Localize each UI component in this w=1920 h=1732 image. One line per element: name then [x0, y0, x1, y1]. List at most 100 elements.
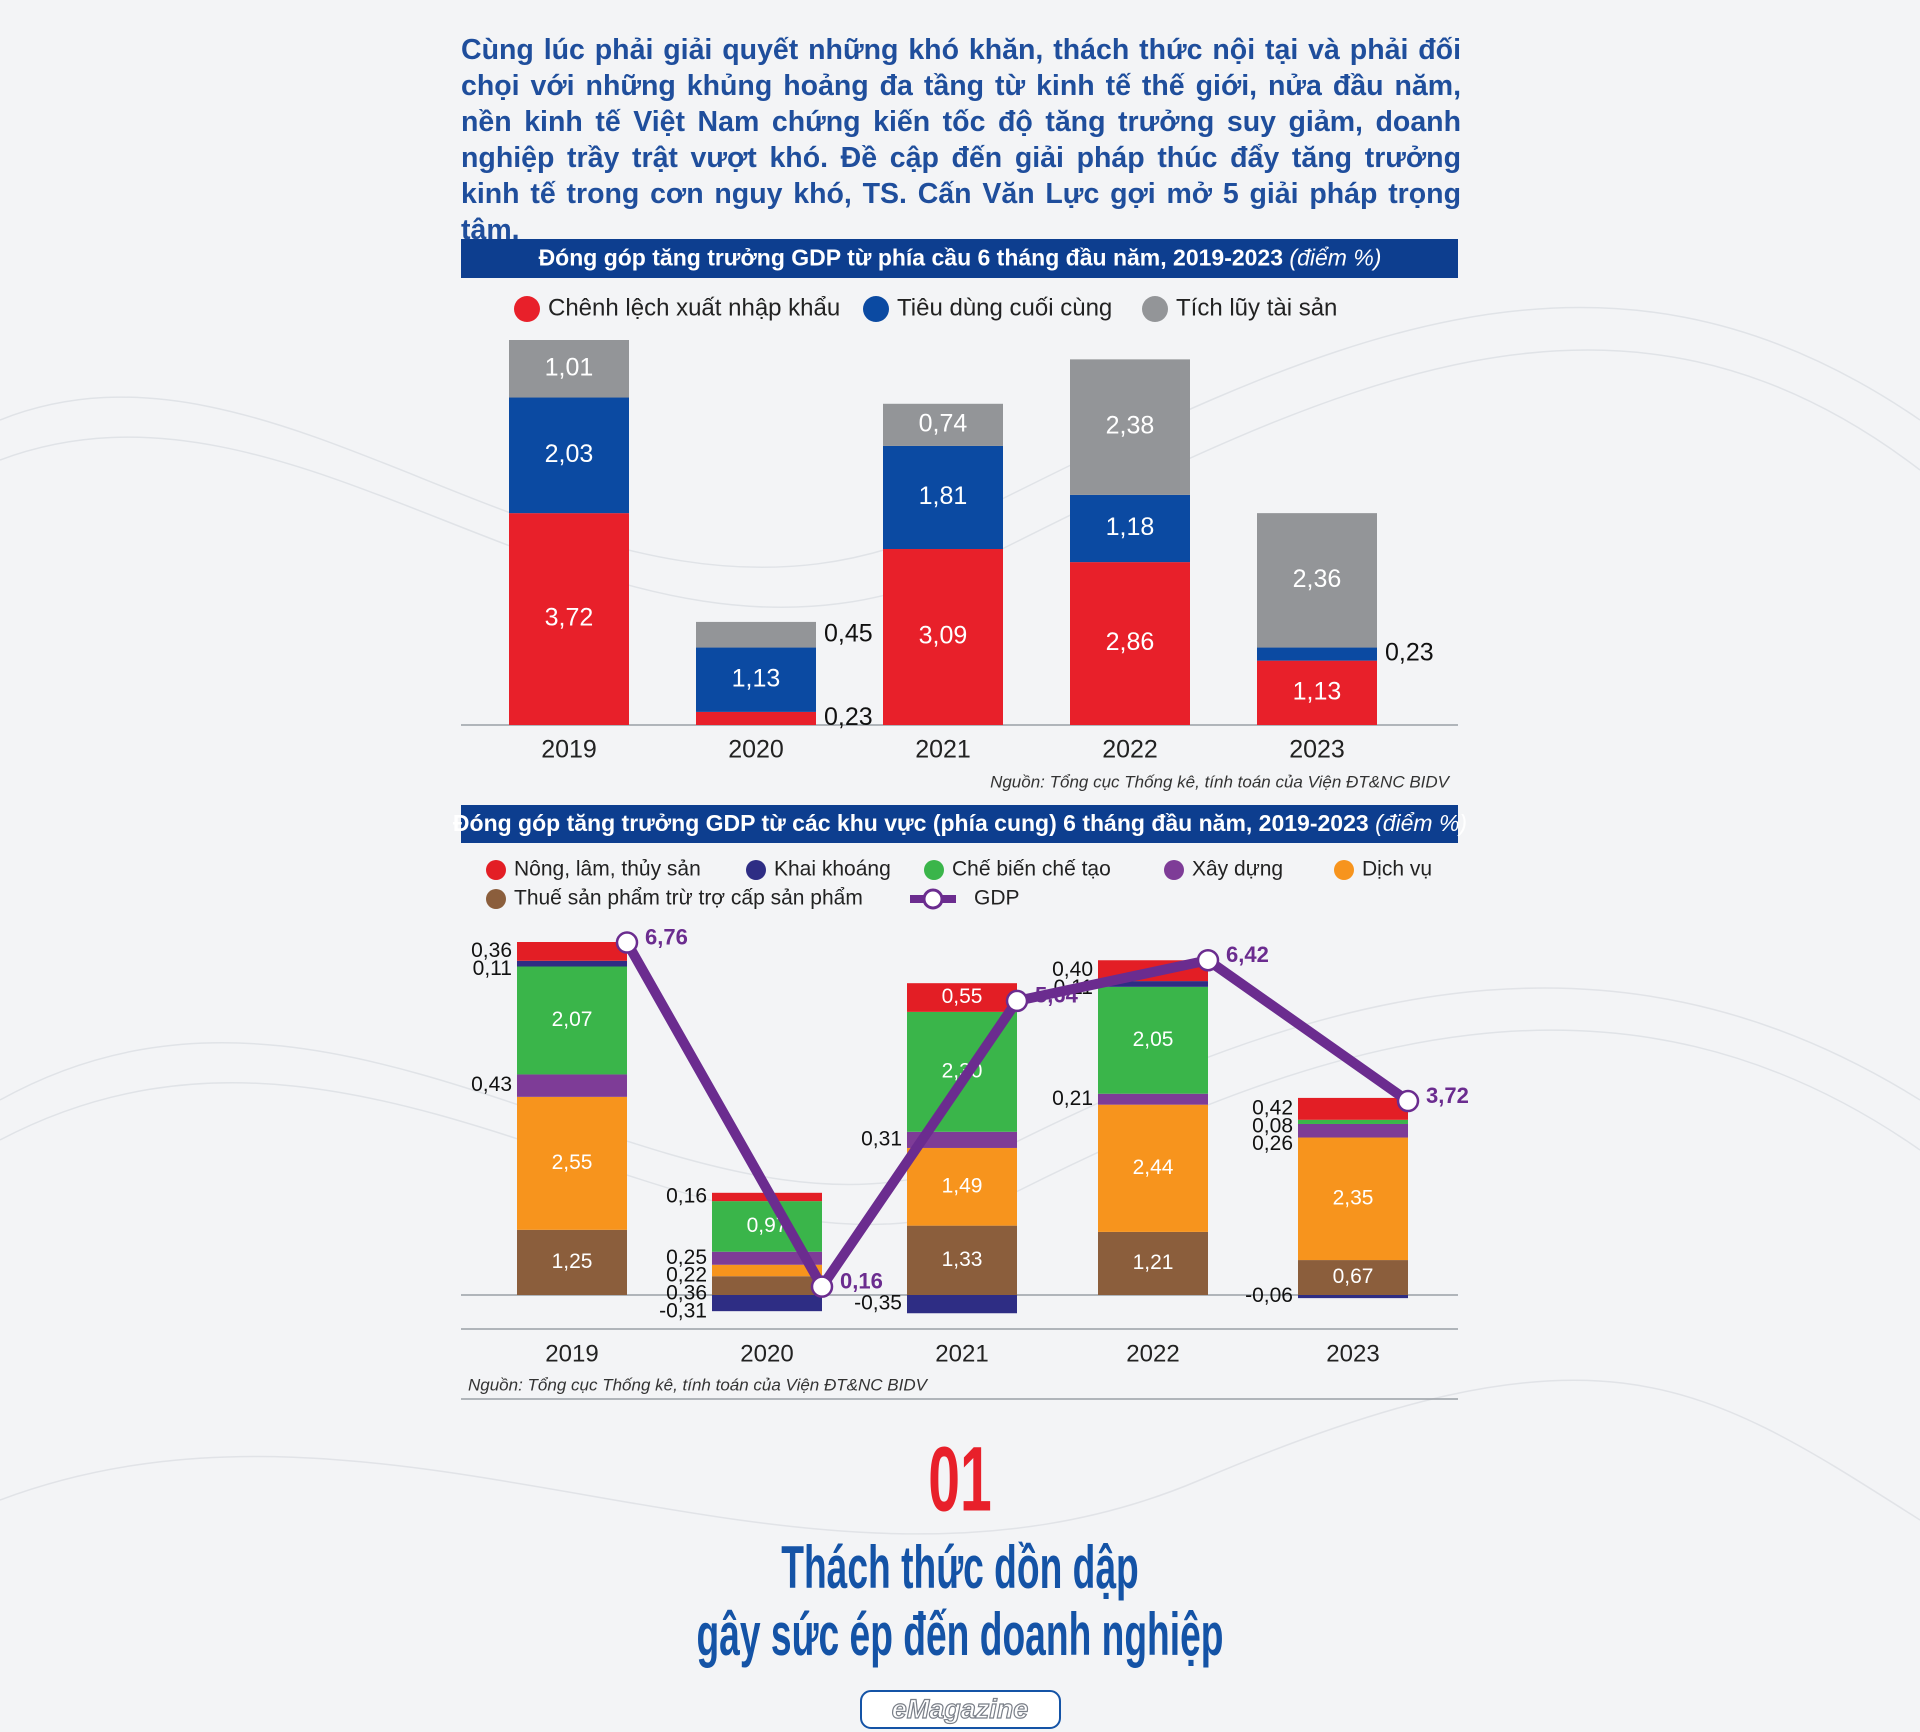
legend-label: Dịch vụ [1362, 858, 1432, 881]
intro-text: Cùng lúc phải giải quyết những khó khăn,… [461, 34, 1461, 246]
value-label: 3,72 [545, 604, 594, 632]
bar-segment [1098, 981, 1208, 987]
bar-segment [517, 942, 627, 961]
bar-segment [1070, 562, 1190, 725]
badge: eMagazine [892, 1694, 1029, 1724]
legend-marker [486, 860, 506, 880]
bar-segment [1298, 1119, 1408, 1124]
gdp-point [810, 1275, 834, 1298]
value-label: 2,38 [1106, 412, 1155, 440]
chart-title-text: Đóng góp tăng trưởng GDP từ các khu vực … [453, 810, 1369, 836]
legend-marker [863, 296, 889, 322]
value-label: 2,07 [552, 1008, 593, 1031]
bar-segment [1298, 1123, 1408, 1138]
x-tick-label: 2021 [935, 1340, 988, 1367]
value-label: 0,45 [824, 619, 873, 647]
value-label: 1,13 [732, 664, 781, 692]
bar-segment [1298, 1137, 1408, 1261]
legend-marker [1334, 860, 1354, 880]
bar-segment [883, 549, 1003, 725]
legend-marker [924, 860, 944, 880]
bar-segment [907, 1147, 1017, 1226]
bar-segment [1257, 660, 1377, 725]
value-label: 2,44 [1133, 1156, 1174, 1179]
bar-segment [907, 1295, 1017, 1314]
legend-marker [486, 889, 506, 909]
bar-segment [907, 1131, 1017, 1148]
x-tick-label: 2019 [541, 736, 597, 764]
value-label: 0,74 [919, 409, 968, 437]
bar-segment [1298, 1097, 1408, 1120]
value-label: 2,35 [1333, 1186, 1374, 1209]
bar-segment [1070, 494, 1190, 563]
bar-segment [1070, 359, 1190, 495]
bar-segment [509, 340, 629, 398]
gdp-label: 0,16 [840, 1268, 883, 1293]
bar-segment [517, 1229, 627, 1295]
bar-segment [1098, 986, 1208, 1094]
value-label: 0,42 [1252, 1096, 1293, 1119]
value-label: 0,11 [473, 957, 512, 980]
gdp-label: 6,76 [645, 924, 688, 949]
x-tick-label: 2023 [1289, 736, 1345, 764]
value-label: 1,81 [919, 482, 968, 510]
bar-segment [712, 1276, 822, 1295]
value-label: 0,22 [666, 1264, 707, 1287]
value-label: 0,36 [471, 939, 512, 962]
bar-segment [1098, 1231, 1208, 1295]
value-label: 0,23 [824, 703, 873, 731]
x-tick-label: 2021 [915, 736, 971, 764]
legend-label: Tiêu dùng cuối cùng [897, 294, 1112, 321]
bar-segment [696, 711, 816, 725]
value-label: 0,97 [747, 1214, 788, 1237]
value-label: 0,55 [942, 985, 983, 1008]
value-label: 1,21 [1133, 1251, 1174, 1274]
bar-segment [696, 621, 816, 648]
value-label: 2,05 [1133, 1028, 1174, 1051]
legend-marker [514, 296, 540, 322]
value-label: 1,33 [942, 1248, 983, 1271]
legend-marker [1142, 296, 1168, 322]
x-tick-label: 2019 [545, 1340, 598, 1367]
value-label: 0,26 [1252, 1132, 1293, 1155]
source: Nguồn: Tổng cục Thống kê, tính toán của … [468, 1375, 929, 1394]
bar-segment [1098, 1093, 1208, 1105]
value-label: 2,86 [1106, 628, 1155, 656]
value-label: 2,36 [1293, 565, 1342, 593]
legend-label: Thuế sản phẩm trừ trợ cấp sản phẩm [514, 887, 863, 910]
legend-label: GDP [974, 887, 1020, 910]
legend-marker [746, 860, 766, 880]
gdp-label: 3,72 [1426, 1083, 1469, 1108]
value-label: 0,16 [666, 1185, 707, 1208]
badge-frame [860, 1690, 1061, 1729]
gdp-point [1196, 948, 1220, 972]
value-label: 0,40 [1052, 958, 1093, 981]
value-label: -0,31 [659, 1299, 707, 1322]
x-tick-label: 2022 [1126, 1340, 1179, 1367]
bar-segment [712, 1251, 822, 1265]
bar-segment [1098, 1104, 1208, 1232]
value-label: 0,21 [1052, 1087, 1093, 1110]
legend-marker [1164, 860, 1184, 880]
bar-segment [1298, 1295, 1408, 1299]
value-label: -0,35 [854, 1292, 902, 1315]
bar-segment [907, 983, 1017, 1012]
bar-segment [883, 445, 1003, 550]
value-label: 1,49 [942, 1174, 983, 1197]
bar-segment [907, 1225, 1017, 1295]
bar-segment [509, 397, 629, 514]
gdp-label: 6,42 [1226, 942, 1269, 967]
legend-label: Khai khoáng [774, 858, 891, 881]
bar-segment [696, 647, 816, 712]
x-tick-label: 2020 [740, 1340, 793, 1367]
chart-title-text: Đóng góp tăng trưởng GDP từ phía cầu 6 t… [539, 245, 1283, 271]
legend-label: Nông, lâm, thủy sản [514, 858, 701, 881]
value-label: 0,25 [666, 1246, 707, 1269]
value-label: 0,31 [861, 1127, 902, 1150]
section-number: 01 [928, 1429, 991, 1531]
bar-segment [1298, 1260, 1408, 1295]
bar-segment [1257, 513, 1377, 648]
legend-marker [922, 888, 944, 910]
